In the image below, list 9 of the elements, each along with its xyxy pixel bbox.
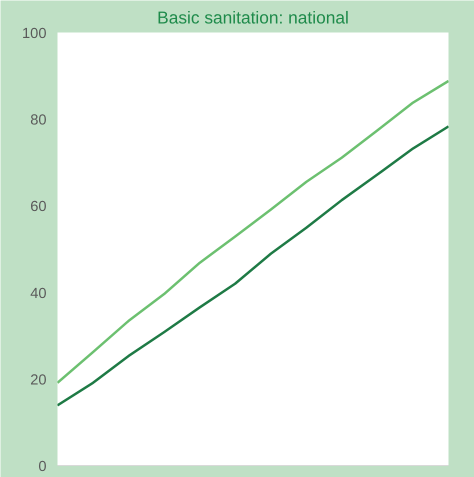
line-series [58,125,448,407]
y-tick-label: 100 [22,26,47,42]
y-tick-label: 40 [30,286,47,302]
y-tick-label: 80 [30,112,47,129]
y-tick-label: 60 [30,199,47,216]
line-series [58,80,448,384]
y-tick-label: 20 [30,372,47,388]
chart-title: Basic sanitation: national [157,8,349,28]
y-tick-label: 0 [38,459,47,475]
